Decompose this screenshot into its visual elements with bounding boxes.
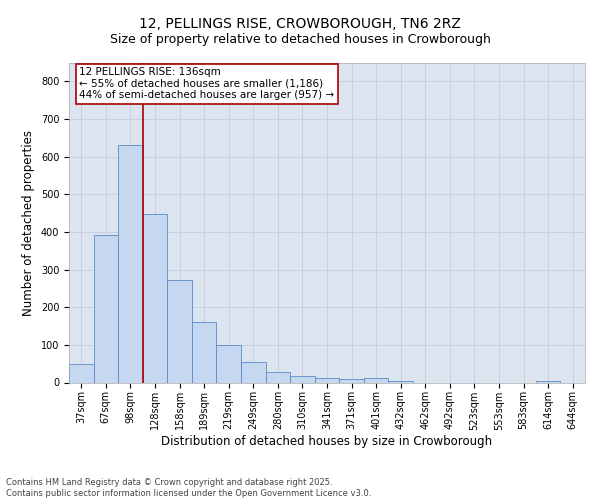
Bar [315,378,339,382]
Bar [118,144,143,382]
Bar [143,214,167,382]
Bar [192,322,217,382]
Bar [94,234,118,382]
Bar [388,380,413,382]
Y-axis label: Number of detached properties: Number of detached properties [22,130,35,316]
Bar [364,378,388,382]
Bar [241,362,266,382]
Bar [167,280,192,382]
Bar [290,376,315,382]
Text: 12, PELLINGS RISE, CROWBOROUGH, TN6 2RZ: 12, PELLINGS RISE, CROWBOROUGH, TN6 2RZ [139,18,461,32]
Text: 12 PELLINGS RISE: 136sqm
← 55% of detached houses are smaller (1,186)
44% of sem: 12 PELLINGS RISE: 136sqm ← 55% of detach… [79,68,334,100]
Bar [69,364,94,382]
Bar [536,380,560,382]
Bar [217,345,241,383]
Bar [266,372,290,382]
Text: Size of property relative to detached houses in Crowborough: Size of property relative to detached ho… [110,32,490,46]
X-axis label: Distribution of detached houses by size in Crowborough: Distribution of detached houses by size … [161,435,493,448]
Text: Contains HM Land Registry data © Crown copyright and database right 2025.
Contai: Contains HM Land Registry data © Crown c… [6,478,371,498]
Bar [339,378,364,382]
